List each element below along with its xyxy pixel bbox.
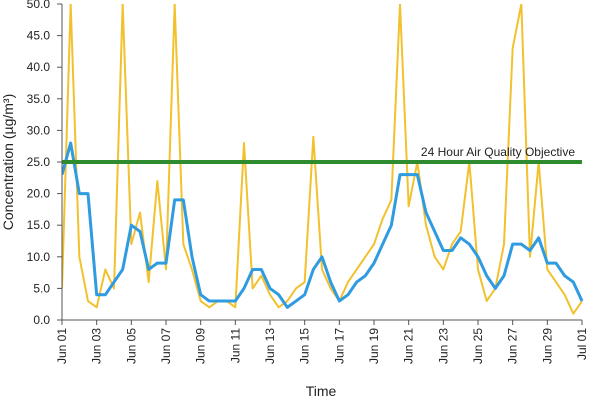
y-tick-label: 50.0 — [27, 0, 51, 11]
y-tick-label: 5.0 — [33, 281, 50, 295]
x-tick-label: Jun 05 — [124, 328, 138, 364]
y-tick-label: 25.0 — [27, 155, 51, 169]
y-tick-label: 15.0 — [27, 218, 51, 232]
y-tick-label: 35.0 — [27, 92, 51, 106]
y-axis-label: Concentration (µg/m³) — [0, 94, 16, 230]
x-tick-label: Jun 27 — [506, 328, 520, 364]
x-tick-label: Jun 13 — [263, 328, 277, 364]
y-tick-label: 45.0 — [27, 29, 51, 43]
y-tick-label: 10.0 — [27, 250, 51, 264]
x-tick-label: Jun 23 — [436, 328, 450, 364]
x-tick-label: Jun 09 — [194, 328, 208, 364]
x-tick-label: Jun 17 — [332, 328, 346, 364]
x-tick-label: Jun 15 — [298, 328, 312, 364]
x-tick-label: Jun 11 — [228, 328, 242, 363]
x-axis-label: Time — [306, 383, 337, 399]
y-tick-label: 40.0 — [27, 60, 51, 74]
y-tick-label: 0.0 — [33, 313, 50, 327]
x-tick-label: Jun 03 — [90, 328, 104, 364]
x-tick-label: Jun 07 — [159, 328, 173, 364]
x-tick-label: Jun 21 — [402, 328, 416, 364]
y-tick-label: 30.0 — [27, 123, 51, 137]
y-tick-label: 20.0 — [27, 187, 51, 201]
x-tick-label: Jun 29 — [540, 328, 554, 364]
data-line — [62, 141, 584, 309]
reference-label: 24 Hour Air Quality Objective — [421, 145, 575, 159]
x-tick-label: Jun 01 — [55, 328, 69, 364]
x-tick-label: Jun 25 — [471, 328, 485, 364]
x-tick-label: Jun 19 — [367, 328, 381, 364]
x-tick-label: Jul 01 — [575, 328, 589, 360]
